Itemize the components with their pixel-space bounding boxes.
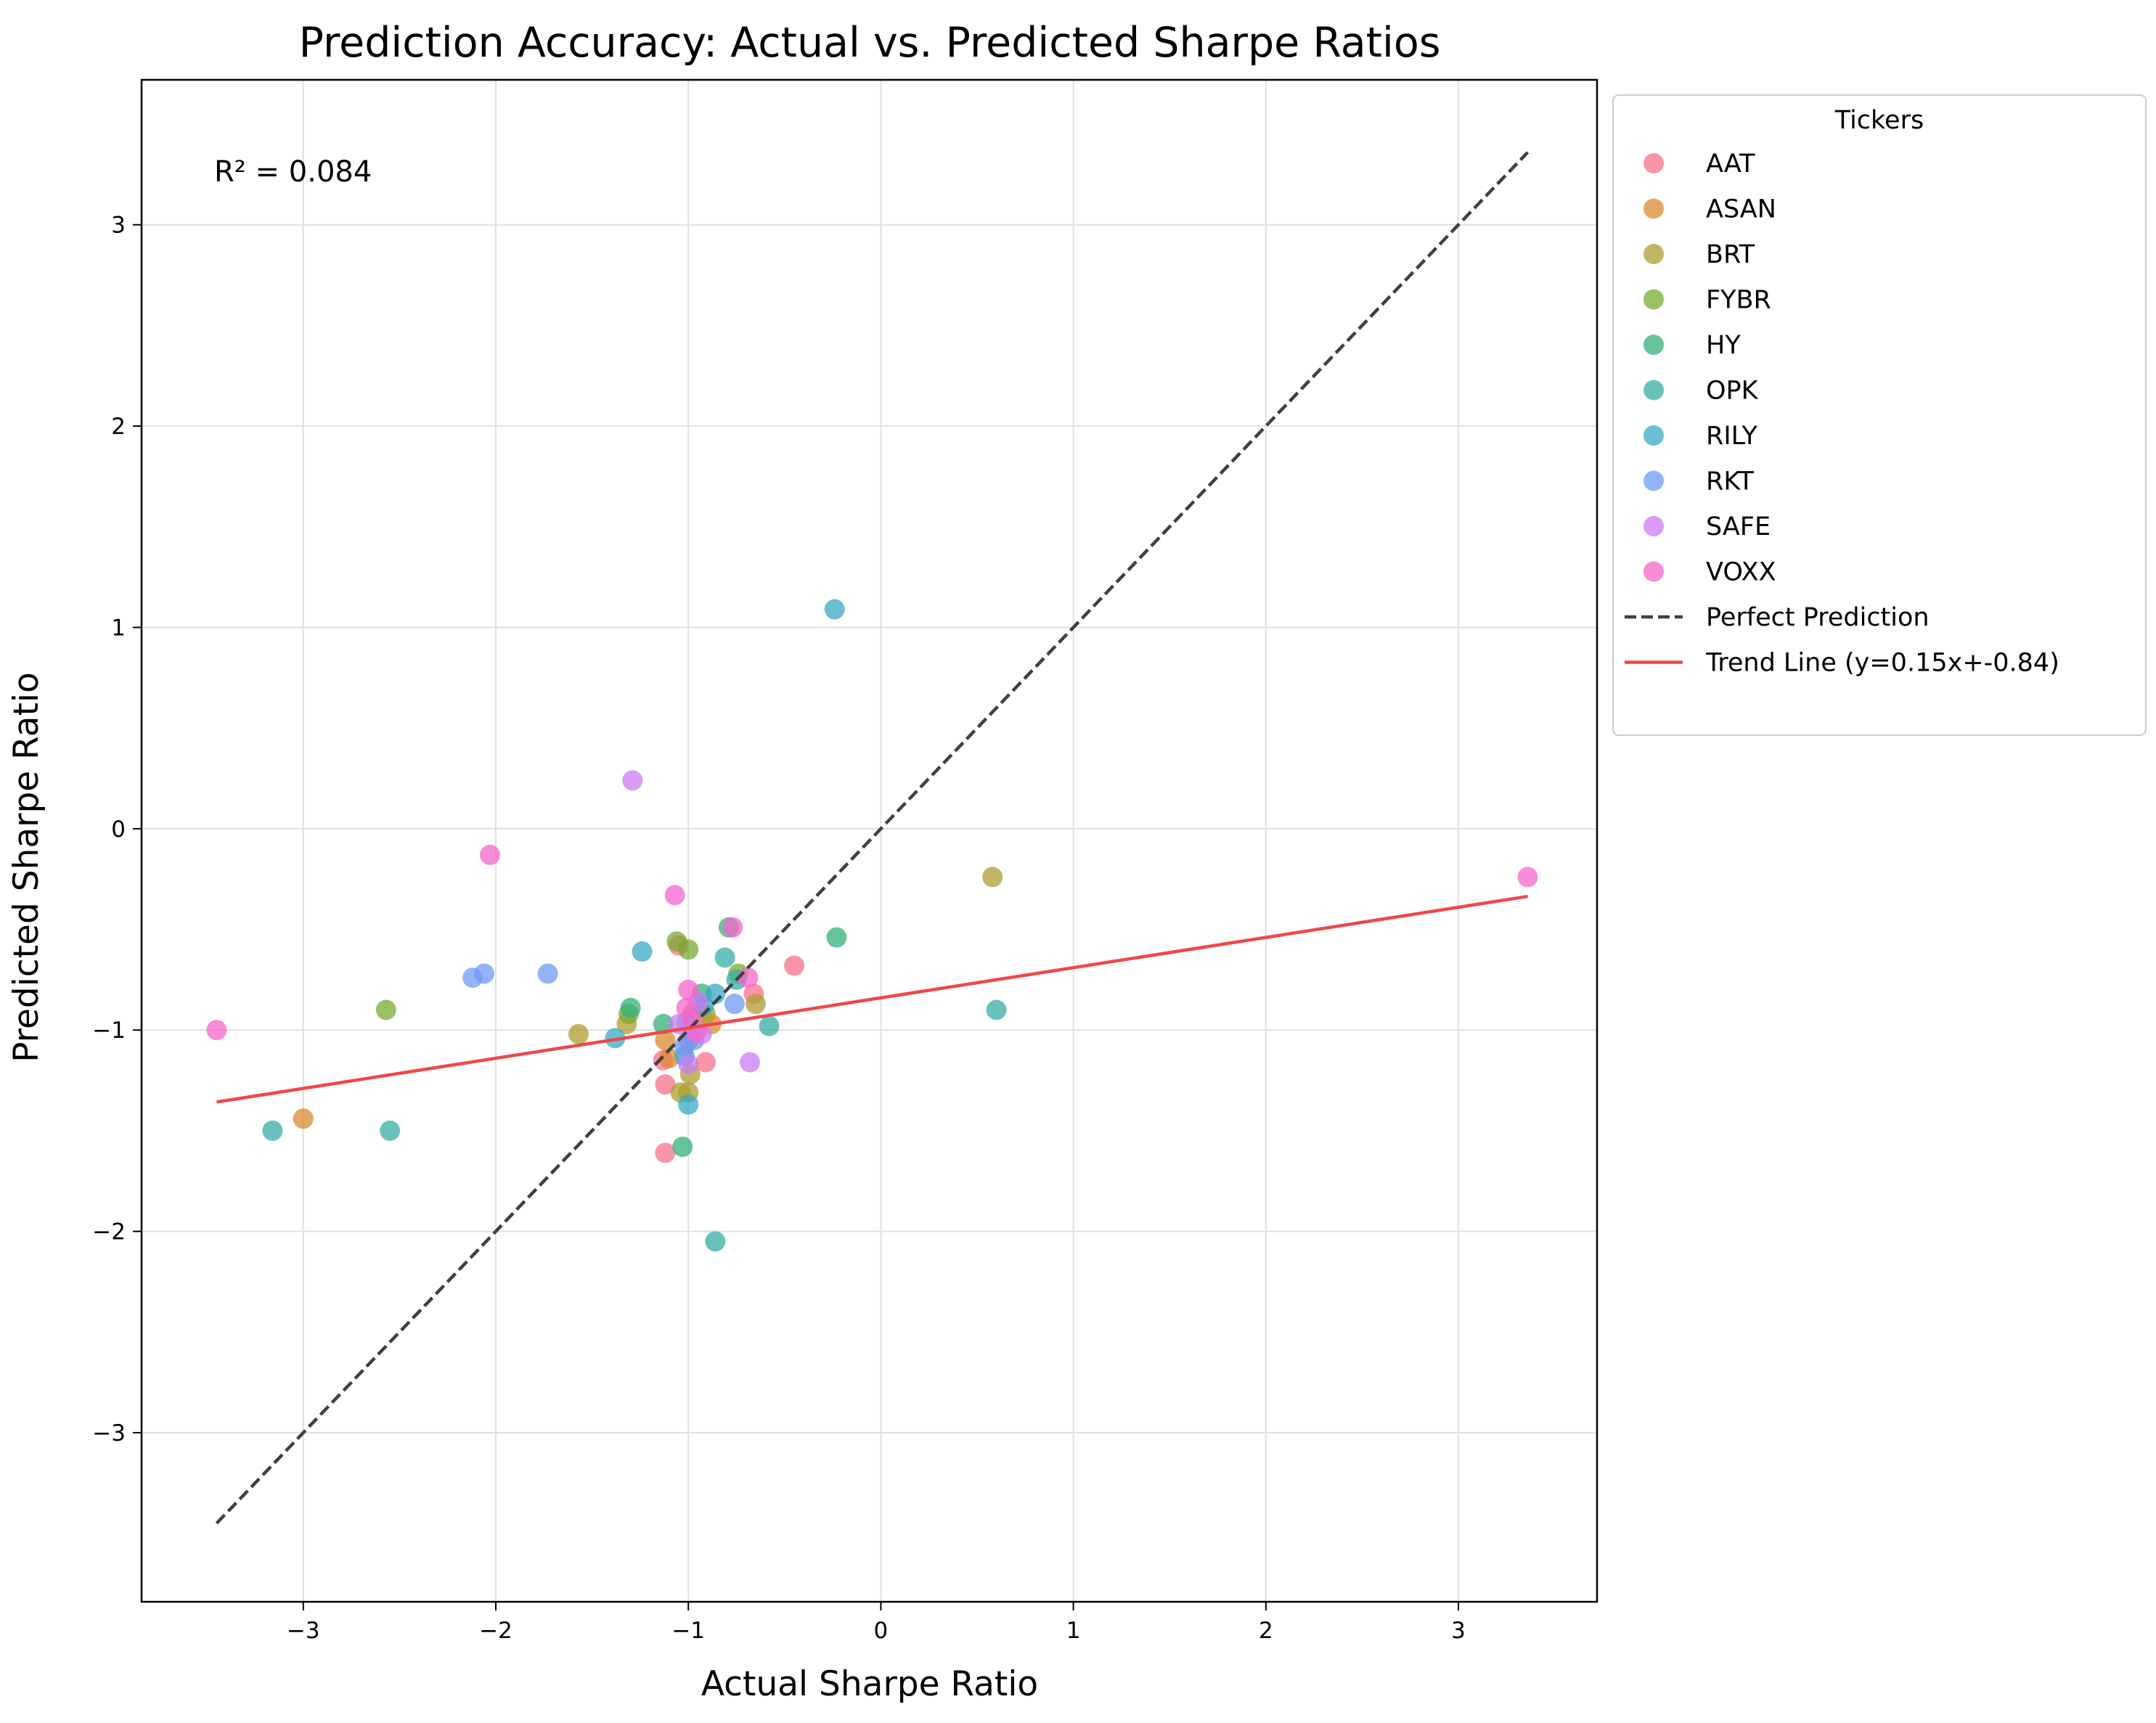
y-tick-label: 2	[111, 414, 126, 440]
point-opk	[714, 947, 735, 968]
legend-marker-opk	[1643, 380, 1664, 401]
y-axis-label: Predicted Sharpe Ratio	[7, 672, 46, 1063]
legend-label-voxx: VOXX	[1706, 558, 1776, 587]
legend-label-brt: BRT	[1706, 240, 1755, 269]
point-rkt	[724, 994, 745, 1015]
point-opk	[380, 1120, 401, 1141]
y-tick-label: 0	[111, 817, 126, 843]
point-asan	[655, 1030, 676, 1051]
legend-label-perfect-prediction: Perfect Prediction	[1706, 603, 1930, 632]
perfect-prediction-line	[215, 151, 1530, 1525]
point-asan	[293, 1108, 314, 1129]
point-asan	[658, 1048, 679, 1069]
legend-marker-rily	[1643, 425, 1664, 446]
point-opk	[705, 1231, 726, 1252]
point-voxx	[678, 979, 699, 1000]
x-tick-label: 3	[1451, 1618, 1466, 1644]
point-aat	[784, 955, 805, 976]
legend-label-fybr: FYBR	[1706, 286, 1771, 315]
point-voxx	[206, 1020, 227, 1041]
y-axis-ticks: −3 −2 −1 0 1 2 3	[92, 213, 142, 1446]
point-fybr	[678, 939, 699, 960]
legend-marker-aat	[1643, 153, 1664, 173]
grid-lines	[142, 80, 1597, 1602]
point-opk	[759, 1015, 780, 1036]
point-fybr	[375, 999, 396, 1020]
point-aat	[695, 1052, 716, 1073]
trend-line	[216, 894, 1528, 1104]
legend-label-trend-line: Trend Line (y=0.15x+-0.84)	[1705, 649, 2059, 678]
x-tick-label: −1	[671, 1618, 705, 1644]
point-brt	[746, 994, 767, 1015]
point-voxx	[1517, 867, 1538, 888]
y-tick-label: −3	[92, 1420, 126, 1446]
plot-frame	[140, 78, 1598, 1603]
point-hy	[620, 997, 641, 1018]
point-voxx	[722, 917, 743, 938]
point-opk	[986, 999, 1007, 1020]
chart-title: Prediction Accuracy: Actual vs. Predicte…	[299, 19, 1441, 67]
legend-label-rily: RILY	[1706, 422, 1757, 451]
legend-label-aat: AAT	[1706, 150, 1755, 179]
x-tick-label: 1	[1066, 1618, 1081, 1644]
point-opk	[262, 1120, 283, 1141]
legend-marker-voxx	[1643, 561, 1664, 582]
y-tick-label: −1	[92, 1018, 126, 1044]
point-rily	[824, 599, 845, 620]
r-squared-annotation: R² = 0.084	[214, 155, 372, 189]
point-safe	[678, 1054, 699, 1075]
legend-label-safe: SAFE	[1706, 512, 1771, 541]
legend-marker-asan	[1643, 198, 1664, 219]
point-aat	[655, 1142, 676, 1163]
legend-marker-rkt	[1643, 470, 1664, 491]
point-hy	[672, 1137, 693, 1158]
x-tick-label: −3	[287, 1618, 320, 1644]
point-safe	[622, 770, 643, 791]
point-rkt	[474, 963, 495, 984]
point-rily	[678, 1094, 699, 1115]
legend-marker-hy	[1643, 335, 1664, 355]
legend-box	[1612, 94, 2147, 736]
point-brt	[568, 1023, 589, 1044]
point-hy	[826, 927, 847, 948]
y-tick-label: 1	[111, 615, 126, 641]
legend-marker-fybr	[1643, 289, 1664, 310]
point-safe	[740, 1052, 761, 1073]
legend-label-hy: HY	[1706, 331, 1741, 360]
point-voxx	[676, 997, 697, 1018]
y-tick-label: −2	[92, 1219, 126, 1245]
point-rkt	[537, 963, 558, 984]
legend-marker-safe	[1643, 516, 1664, 536]
x-tick-label: −2	[479, 1618, 513, 1644]
legend-label-opk: OPK	[1706, 377, 1759, 406]
point-voxx	[664, 885, 685, 906]
x-tick-label: 0	[874, 1618, 889, 1644]
data-points	[206, 151, 1538, 1525]
x-tick-label: 2	[1259, 1618, 1273, 1644]
x-axis-ticks: −3 −2 −1 0 1 2 3	[287, 1602, 1466, 1644]
x-axis-label: Actual Sharpe Ratio	[701, 1664, 1038, 1704]
point-voxx	[738, 967, 759, 989]
legend-title: Tickers	[1834, 106, 1924, 135]
legend-label-asan: ASAN	[1706, 195, 1776, 224]
legend-label-rkt: RKT	[1706, 467, 1755, 496]
legend-marker-brt	[1643, 244, 1664, 264]
point-brt	[982, 867, 1003, 888]
point-rily	[632, 941, 653, 962]
point-voxx	[480, 844, 501, 865]
legend: Tickers AAT ASAN BRT FYBR HY OPK RILY RKT SAFE VO…	[1612, 94, 2147, 736]
point-hy	[653, 1013, 674, 1034]
point-aat	[655, 1074, 676, 1095]
y-tick-label: 3	[111, 213, 126, 239]
